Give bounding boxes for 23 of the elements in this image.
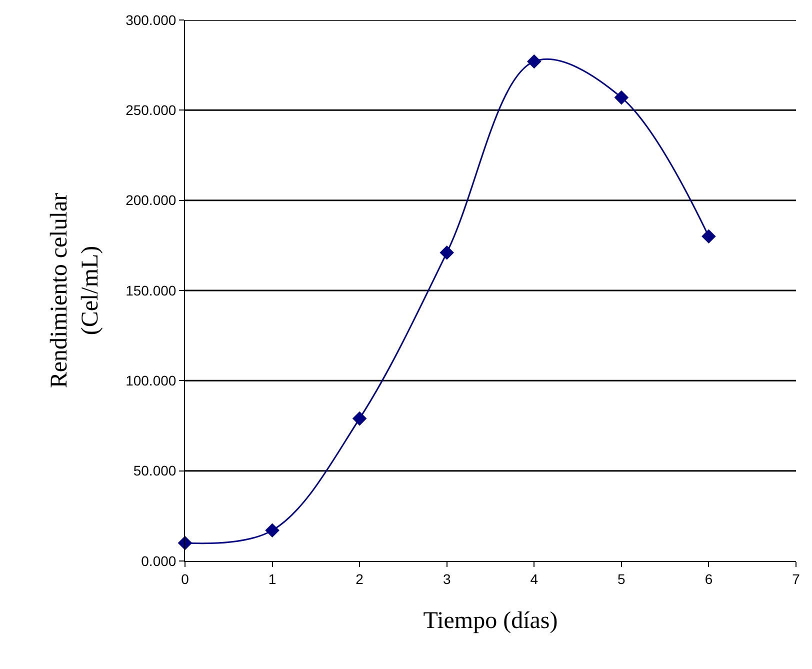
point xyxy=(614,90,629,105)
x-tick-label: 0 xyxy=(181,570,190,587)
point xyxy=(526,54,542,69)
x-tick-label: 2 xyxy=(356,570,364,587)
point xyxy=(440,245,454,260)
y-axis-title: Rendimiento celular (Cel/mL) xyxy=(46,192,104,388)
point xyxy=(352,411,367,426)
y-tick-label: 0.000 xyxy=(141,552,176,569)
x-tick-label: 4 xyxy=(530,570,538,587)
x-tick-label: 7 xyxy=(792,570,800,587)
point xyxy=(702,229,716,244)
x-tick-label: 1 xyxy=(268,570,276,587)
y-tick-label: 50.000 xyxy=(133,462,176,479)
y-tick-label: 250.000 xyxy=(126,102,176,118)
x-axis-title: Tiempo (días) xyxy=(423,608,558,634)
x-tick-label: 3 xyxy=(442,570,451,587)
y-tick-label: 150.000 xyxy=(126,282,176,298)
y-tick-label: 300.000 xyxy=(126,12,176,28)
y-tick-label: 200.000 xyxy=(126,192,176,208)
point xyxy=(265,523,280,538)
x-tick-label: 6 xyxy=(704,570,713,587)
x-tick-label: 5 xyxy=(618,570,626,587)
y-tick-label: 100.000 xyxy=(126,372,176,389)
